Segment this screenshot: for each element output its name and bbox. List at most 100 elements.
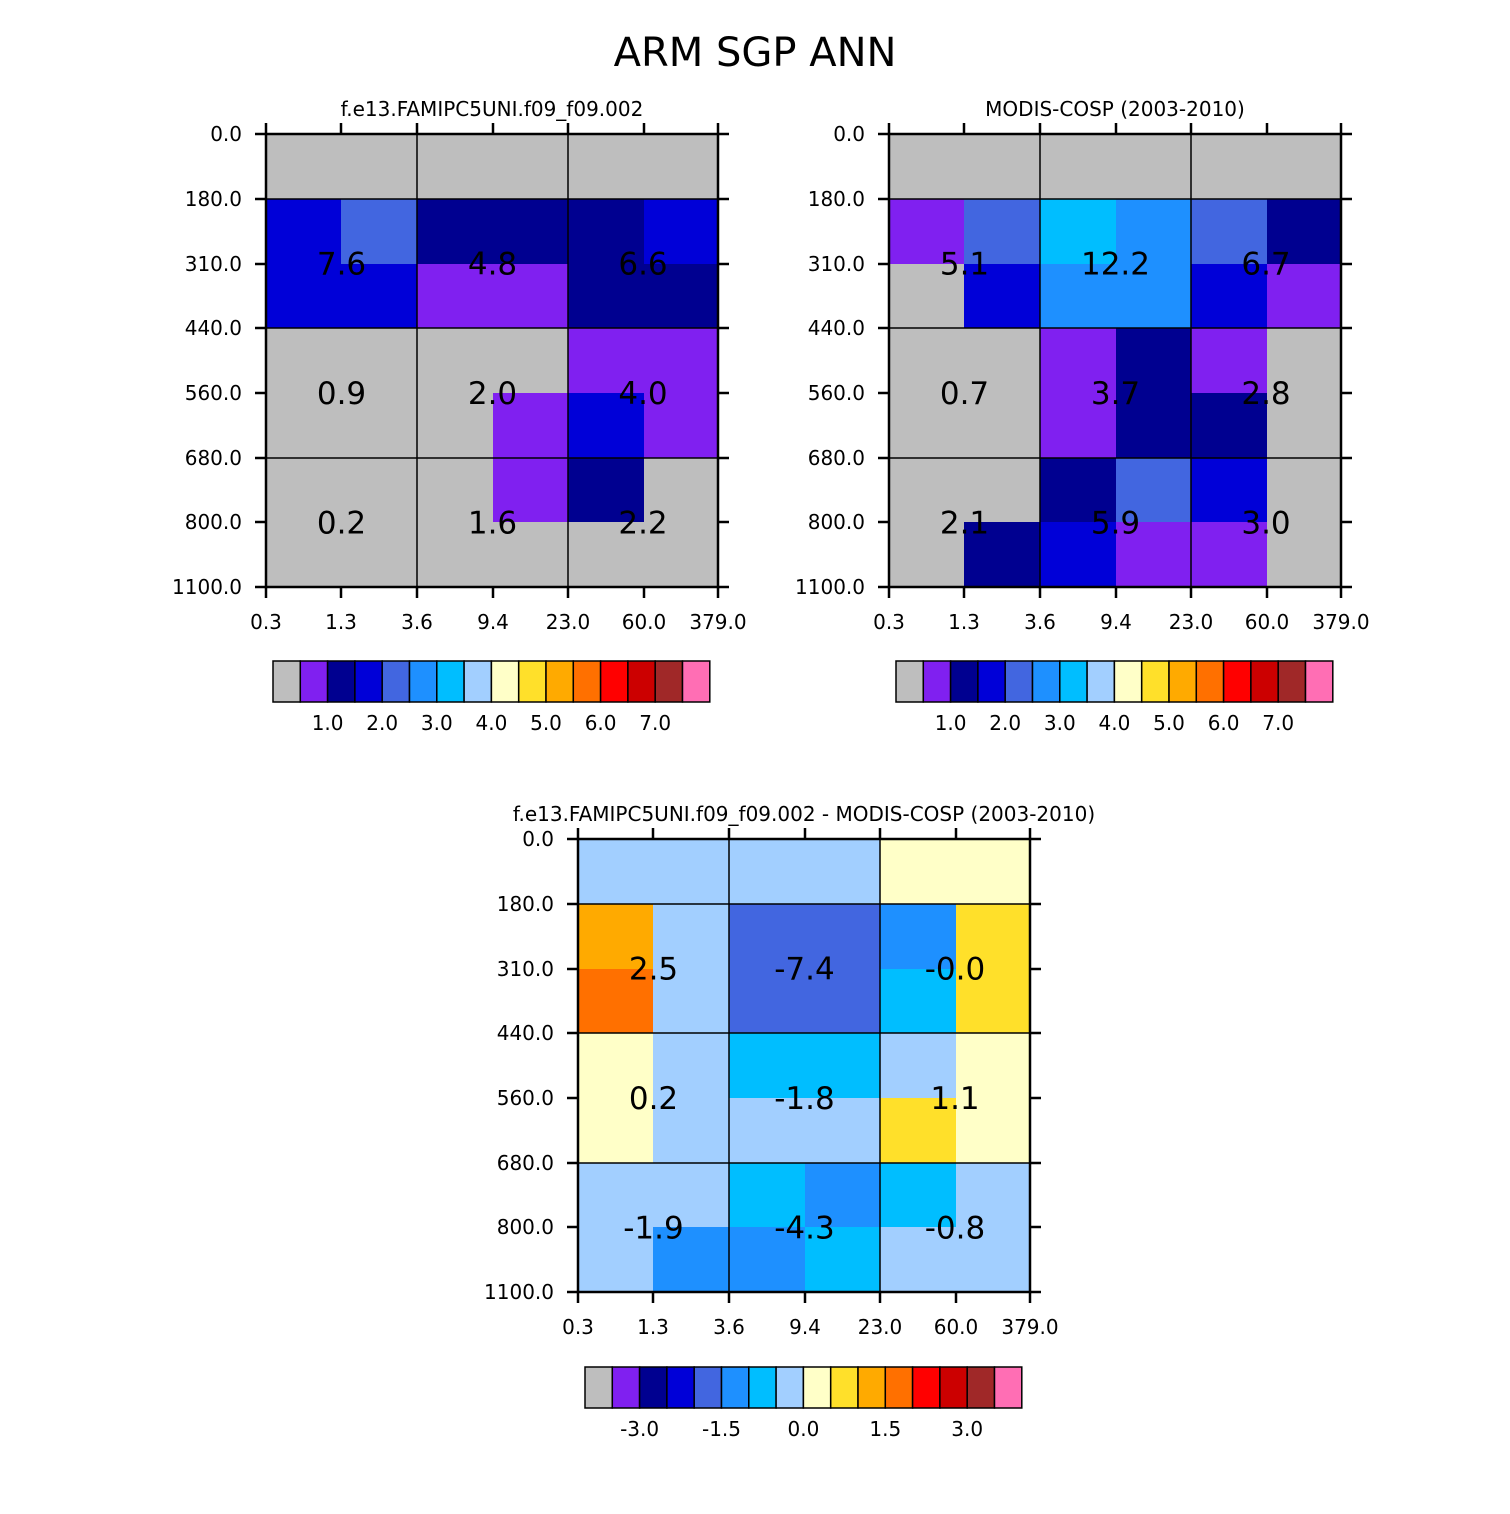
heatmap-cell: [578, 969, 653, 1033]
heatmap-cell: [880, 904, 956, 969]
heatmap-cell: [493, 134, 568, 199]
heatmap-cell: [1116, 458, 1191, 522]
heatmap-cell: [266, 522, 341, 587]
heatmap-cell: [1267, 264, 1341, 328]
heatmap-cell: [644, 264, 718, 328]
block-value-label: -0.8: [925, 1211, 986, 1247]
colorbar-box: [857, 1366, 887, 1409]
heatmap-cell: [1191, 134, 1267, 199]
heatmap-cell: [417, 393, 493, 458]
heatmap-cell: [880, 1227, 956, 1292]
y-tick-label: 800.0: [185, 510, 242, 534]
colorbar-box: [1277, 660, 1307, 703]
heatmap-cell: [644, 199, 718, 264]
block-value-label: 2.8: [1241, 376, 1290, 412]
heatmap-cell: [493, 264, 568, 328]
heatmap-cell: [889, 393, 964, 458]
heatmap-cell: [805, 1163, 880, 1227]
y-tick-label: 1100.0: [484, 1280, 554, 1304]
colorbar-label: 4.0: [1098, 711, 1130, 735]
heatmap-cell: [729, 1227, 805, 1292]
heatmap-cell: [1267, 393, 1341, 458]
colorbar-3: -3.0 -1.5 0.0 1.5 3.0: [584, 1366, 1023, 1441]
x-tick-label: 379.0: [1312, 610, 1369, 634]
heatmap-cell: [1116, 393, 1191, 458]
colorbar-label: -3.0: [620, 1417, 659, 1441]
heatmap-cell: [1040, 264, 1116, 328]
heatmap-cell: [341, 134, 417, 199]
y-tick-label: 560.0: [185, 381, 242, 405]
heatmap-cell: [880, 839, 956, 904]
heatmap-cell: [578, 1098, 653, 1163]
y-tick-label: 680.0: [185, 446, 242, 470]
x-tick-label: 9.4: [1100, 610, 1132, 634]
heatmap-cell: [1040, 393, 1116, 458]
y-tick-label: 180.0: [185, 187, 242, 211]
x-tick-label: 60.0: [934, 1315, 979, 1339]
block-value-label: 5.9: [1091, 506, 1140, 542]
y-tick-label: 800.0: [497, 1215, 554, 1239]
colorbar-box: [627, 660, 656, 703]
heatmap-cell: [578, 839, 653, 904]
colorbar-box: [436, 660, 465, 703]
heatmap-cell: [493, 522, 568, 587]
heatmap-cell: [417, 328, 493, 393]
heatmap-cell: [653, 1098, 729, 1163]
colorbar-box: [1168, 660, 1198, 703]
colorbar-box: [1250, 660, 1279, 703]
x-tick-label: 0.3: [873, 610, 905, 634]
colorbar-box: [1086, 660, 1116, 703]
heatmap-panel-2: MODIS-COSP (2003-2010) 0.3 1.3 3.6 9.4 23.0 60…: [795, 97, 1370, 634]
heatmap-cell: [266, 458, 341, 522]
heatmap-cell: [729, 904, 805, 969]
heatmap-cell: [568, 522, 644, 587]
heatmap-cell: [964, 199, 1040, 264]
colorbar-box: [895, 660, 925, 703]
block-value-label: 0.7: [940, 376, 989, 412]
colorbar-box: [666, 1366, 695, 1409]
y-tick-label: 440.0: [497, 1021, 554, 1045]
block-value-label: 2.2: [618, 506, 667, 542]
heatmap-cell: [1040, 199, 1116, 264]
colorbar-box: [911, 1366, 941, 1409]
colorbar-box: [272, 660, 302, 703]
heatmap-cell: [1040, 458, 1116, 522]
block-value-label: 12.2: [1081, 247, 1150, 283]
heatmap-cell: [1040, 328, 1116, 393]
colorbar-box: [939, 1366, 968, 1409]
colorbar-box: [949, 660, 979, 703]
block-value-label: 0.2: [317, 506, 366, 542]
heatmap-cell: [805, 904, 880, 969]
colorbar-box: [748, 1366, 777, 1409]
y-tick-label: 310.0: [497, 957, 554, 981]
y-tick-label: 0.0: [522, 827, 554, 851]
heatmap-cell: [956, 1033, 1030, 1098]
heatmap-cell: [341, 328, 417, 393]
y-tick-label: 0.0: [833, 122, 865, 146]
block-value-label: 7.6: [317, 247, 366, 283]
y-tick-label: 180.0: [808, 187, 865, 211]
figure-title: ARM SGP ANN: [614, 30, 897, 76]
heatmap-cell: [729, 1033, 805, 1098]
x-tick-label: 0.3: [562, 1315, 594, 1339]
heatmap-cell: [493, 328, 568, 393]
y-tick-label: 440.0: [808, 316, 865, 340]
heatmap-cell: [341, 522, 417, 587]
colorbar-box: [829, 1366, 859, 1409]
colorbar-box: [599, 660, 629, 703]
heatmap-cell: [341, 458, 417, 522]
heatmap-cell: [653, 1227, 729, 1292]
heatmap-cell: [956, 839, 1030, 904]
heatmap-cell: [805, 839, 880, 904]
colorbar-box: [1059, 660, 1088, 703]
y-tick-label: 0.0: [210, 122, 242, 146]
colorbar-box: [490, 660, 520, 703]
colorbar-box: [572, 660, 602, 703]
colorbar-box: [884, 1366, 914, 1409]
block-value-label: 5.1: [940, 247, 989, 283]
colorbar-label: 5.0: [530, 711, 562, 735]
heatmap-cell: [956, 1163, 1030, 1227]
heatmap-cell: [653, 1163, 729, 1227]
y-tick-label: 180.0: [497, 892, 554, 916]
block-value-label: 2.1: [940, 506, 989, 542]
